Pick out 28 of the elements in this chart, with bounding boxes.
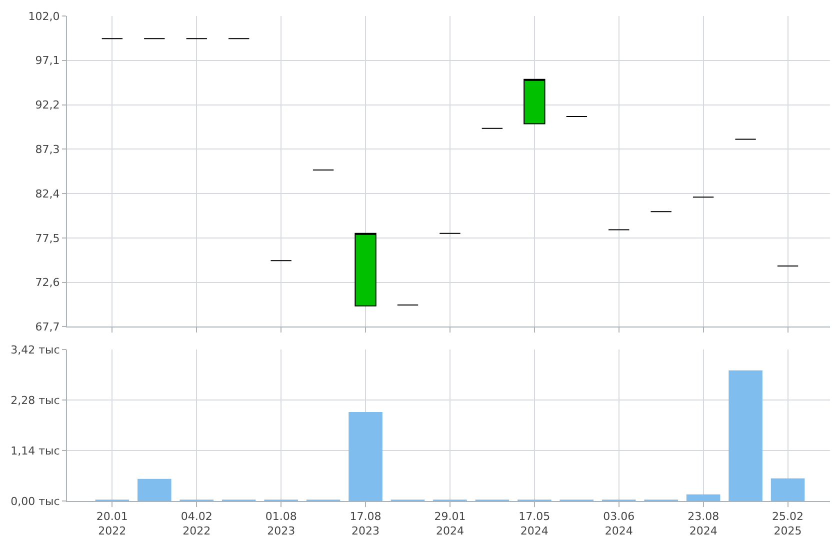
y-tick-label: 77,5: [35, 232, 60, 245]
x-tick-label: 17.08 2023: [350, 510, 382, 538]
candlestick: [524, 78, 546, 124]
bar: [138, 478, 172, 501]
y-tick-label: 92,2: [35, 98, 60, 112]
x-tick-label: 17.05 2024: [518, 510, 550, 538]
x-tick-label: 01.08 2023: [265, 510, 297, 538]
x-tick-label: 20.01 2022: [96, 510, 128, 538]
bar: [686, 494, 720, 501]
y-tick-label: 3,42 тыс: [10, 343, 60, 356]
candlestick: [354, 232, 376, 306]
y-tick-label: 0,00 тыс: [10, 494, 60, 508]
x-tick-label: 03.06 2024: [603, 510, 635, 538]
x-tick-label: 25.02 2025: [772, 510, 804, 538]
y-tick-label: 82,4: [35, 187, 60, 200]
x-tick-label: 23.08 2024: [688, 510, 720, 538]
y-tick-label: 1,14 тыс: [10, 444, 60, 458]
x-tick-label: 29.01 2024: [434, 510, 466, 538]
y-tick-label: 72,6: [35, 276, 60, 290]
y-tick-label: 87,3: [35, 143, 60, 156]
bar: [348, 412, 382, 501]
y-tick-label: 67,7: [35, 320, 60, 334]
y-tick-label: 2,28 тыс: [10, 394, 60, 407]
y-tick-label: 102,0: [28, 10, 60, 23]
bar: [728, 370, 762, 501]
x-tick-label: 04.02 2022: [180, 510, 212, 538]
bar: [770, 478, 805, 501]
y-tick-label: 97,1: [35, 54, 60, 68]
